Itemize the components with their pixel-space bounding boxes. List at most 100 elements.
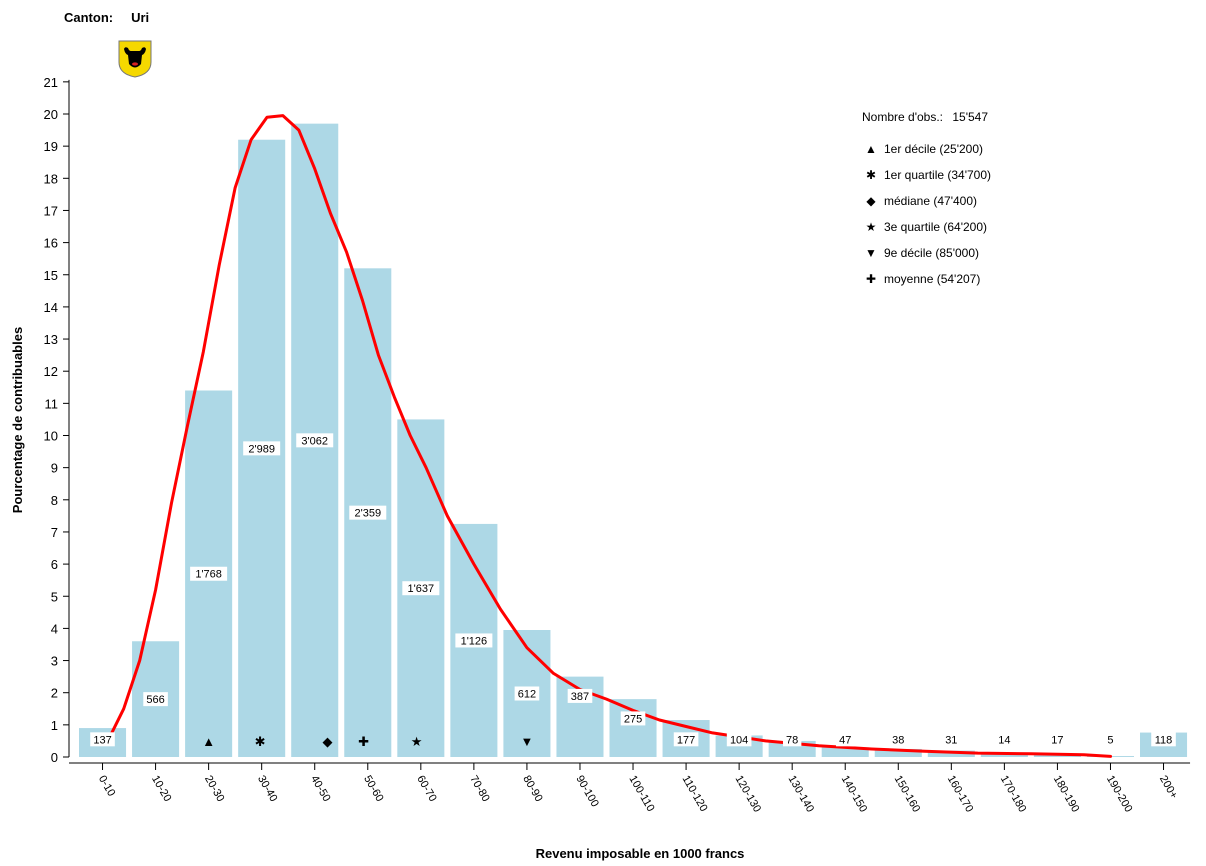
y-tick-label: 16 bbox=[44, 236, 58, 251]
count-label: 177 bbox=[677, 734, 695, 746]
count-label-bg bbox=[455, 633, 493, 648]
count-label: 31 bbox=[945, 734, 957, 746]
count-label-bg bbox=[567, 688, 593, 703]
count-label: 47 bbox=[839, 734, 851, 746]
count-label: 275 bbox=[624, 713, 642, 725]
canton-crest-icon bbox=[118, 40, 152, 78]
legend-label: médiane (47'400) bbox=[884, 194, 978, 208]
count-label: 78 bbox=[786, 734, 798, 746]
legend-item-mediane: ◆ médiane (47'400) bbox=[862, 188, 991, 214]
triangle-down-icon: ▼ bbox=[865, 246, 877, 260]
count-label-bg bbox=[889, 732, 908, 747]
y-tick-label: 17 bbox=[44, 203, 58, 218]
count-label-bg bbox=[296, 433, 334, 448]
y-tick-label: 18 bbox=[44, 171, 58, 186]
legend-label: moyenne (54'207) bbox=[884, 272, 981, 286]
count-label-bg bbox=[90, 732, 115, 747]
x-tick-label: 20-30 bbox=[202, 774, 226, 804]
count-label-bg bbox=[190, 566, 228, 581]
count-label-bg bbox=[349, 505, 387, 520]
marker-triangle-down: ▼ bbox=[520, 734, 533, 749]
y-tick-label: 10 bbox=[44, 429, 58, 444]
canton-value: Uri bbox=[131, 10, 150, 25]
count-labels-layer: 137 566 1'768 2'989 3'062 2'359 1'637 1'126 612 3… bbox=[90, 433, 1176, 747]
count-label: 3'062 bbox=[301, 435, 328, 447]
legend-item-1er-decile: ▲ 1er décile (25'200) bbox=[862, 136, 991, 162]
count-label-bg bbox=[620, 711, 646, 726]
asterisk-icon: ✱ bbox=[865, 168, 877, 182]
y-tick-label: 6 bbox=[51, 557, 58, 572]
y-tick-label: 20 bbox=[44, 107, 58, 122]
count-label: 5 bbox=[1107, 734, 1113, 746]
star-icon: ★ bbox=[865, 220, 877, 234]
x-tick-label: 0-10 bbox=[96, 774, 117, 799]
x-tick-label: 110-120 bbox=[679, 774, 709, 814]
canton-label: Canton: bbox=[64, 10, 114, 25]
count-label: 566 bbox=[146, 694, 164, 706]
y-tick-label: 14 bbox=[44, 300, 58, 315]
x-tick-label: 80-90 bbox=[520, 774, 544, 804]
x-tick-label: 140-150 bbox=[839, 774, 870, 815]
obs-label: Nombre d'obs.: bbox=[862, 110, 943, 124]
count-label: 118 bbox=[1155, 734, 1173, 746]
marker-triangle-up: ▲ bbox=[202, 734, 215, 749]
marker-star: ★ bbox=[411, 734, 423, 749]
x-tick-label: 160-170 bbox=[945, 774, 976, 815]
legend-label: 3e quartile (64'200) bbox=[884, 220, 988, 234]
y-tick-label: 5 bbox=[51, 589, 58, 604]
count-label: 387 bbox=[571, 691, 589, 703]
legend-item-9e-decile: ▼ 9e décile (85'000) bbox=[862, 240, 991, 266]
x-tick-label: 50-60 bbox=[361, 774, 385, 804]
count-label-bg bbox=[673, 732, 699, 747]
x-tick-label: 150-160 bbox=[892, 774, 923, 815]
legend-label: 1er décile (25'200) bbox=[884, 142, 984, 156]
legend-item-1er-quartile: ✱ 1er quartile (34'700) bbox=[862, 162, 991, 188]
canton-header: Canton: Uri bbox=[64, 10, 149, 25]
x-tick-label: 200+ bbox=[1157, 774, 1180, 801]
y-tick-label: 12 bbox=[44, 364, 58, 379]
legend-item-moyenne: ✚ moyenne (54'207) bbox=[862, 266, 991, 292]
y-tick-label: 2 bbox=[51, 686, 58, 701]
count-label: 2'989 bbox=[248, 443, 275, 455]
count-label: 2'359 bbox=[354, 508, 381, 520]
y-tick-label: 19 bbox=[44, 139, 58, 154]
y-tick-label: 1 bbox=[51, 718, 58, 733]
y-tick-label: 21 bbox=[44, 75, 58, 90]
count-label: 104 bbox=[730, 734, 748, 746]
x-tick-label: 120-130 bbox=[733, 774, 764, 815]
legend: Nombre d'obs.: 15'547 ▲ 1er décile (25'2… bbox=[862, 110, 991, 292]
y-axis-label: Pourcentage de contribuables bbox=[10, 327, 25, 513]
count-label: 612 bbox=[518, 689, 536, 701]
legend-label: 1er quartile (34'700) bbox=[884, 168, 992, 182]
diamond-icon: ◆ bbox=[866, 194, 876, 208]
count-label-bg bbox=[942, 732, 961, 747]
x-tick-label: 190-200 bbox=[1104, 774, 1135, 815]
y-tick-label: 7 bbox=[51, 525, 58, 540]
marker-plus: ✚ bbox=[358, 734, 369, 749]
obs-value: 15'547 bbox=[952, 110, 989, 124]
count-label-bg bbox=[1151, 732, 1176, 747]
bar-170-180 bbox=[980, 754, 1028, 757]
x-tick-label: 40-50 bbox=[308, 774, 332, 804]
x-tick-label: 180-190 bbox=[1051, 774, 1082, 815]
count-label: 1'637 bbox=[408, 583, 435, 595]
count-label: 1'126 bbox=[461, 635, 488, 647]
count-label: 1'768 bbox=[195, 569, 222, 581]
x-tick-label: 30-40 bbox=[255, 774, 279, 804]
bar-160-170 bbox=[927, 750, 975, 757]
obs-count: Nombre d'obs.: 15'547 bbox=[862, 110, 991, 124]
count-label: 14 bbox=[998, 734, 1010, 746]
count-label: 137 bbox=[93, 734, 111, 746]
x-tick-label: 170-180 bbox=[998, 774, 1029, 815]
bar-140-150 bbox=[821, 747, 869, 757]
count-label-bg bbox=[1104, 732, 1117, 747]
count-label-bg bbox=[402, 581, 440, 596]
count-label-bg bbox=[782, 732, 802, 747]
markers-layer: ▲ ✱ ◆ ✚ ★ ▼ bbox=[202, 734, 533, 749]
count-label-bg bbox=[514, 686, 540, 701]
count-label-bg bbox=[143, 692, 168, 707]
triangle-up-icon: ▲ bbox=[865, 142, 877, 156]
y-tick-label: 0 bbox=[51, 750, 58, 765]
bar-150-160 bbox=[874, 748, 922, 757]
